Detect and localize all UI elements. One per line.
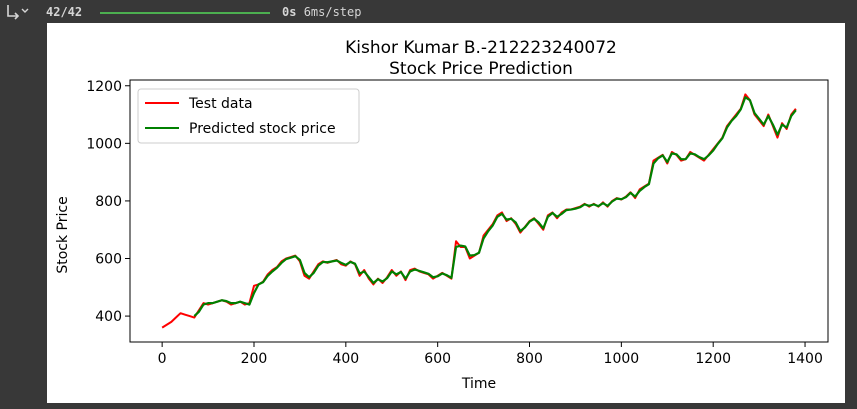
progress-time-per-step: 6ms/step: [303, 5, 362, 19]
chart-figure: Kishor Kumar B.-212223240072 Stock Price…: [47, 23, 845, 403]
y-tick-label: 400: [95, 309, 122, 325]
chart-subtitle: Stock Price Prediction: [389, 59, 573, 79]
progress-bar: [100, 12, 270, 14]
plot-frame: [129, 79, 829, 343]
y-tick-label: 1200: [86, 79, 122, 95]
chart-legend: Test data Predicted stock price: [137, 88, 360, 144]
x-tick-label: 800: [516, 351, 543, 367]
x-tick-label: 1400: [787, 351, 823, 367]
legend-label-test-data: Test data: [188, 96, 253, 112]
x-tick-label: 1200: [695, 351, 731, 367]
x-tick-label: 0: [158, 351, 167, 367]
legend-label-predicted: Predicted stock price: [189, 121, 336, 137]
output-toggle-icon[interactable]: [6, 2, 36, 22]
x-tick-label: 200: [241, 351, 268, 367]
progress-bar-fill: [100, 12, 270, 14]
y-tick-label: 800: [95, 194, 122, 210]
cell-output-bar: 42/42 0s 6ms/step: [0, 0, 857, 26]
progress-time-total: 0s: [282, 5, 297, 19]
x-tick-label: 400: [332, 351, 359, 367]
x-axis-label: Time: [461, 376, 496, 392]
x-tick-label: 600: [424, 351, 451, 367]
ticks-layer: 0 200 400 600 800 1000 1200 1400 400 600 800 1000 12…: [86, 79, 823, 367]
series-line-predicted: [193, 96, 797, 317]
progress-time: 0s 6ms/step: [282, 5, 361, 19]
legend-box: [137, 88, 360, 144]
chart-svg: Kishor Kumar B.-212223240072 Stock Price…: [55, 38, 829, 392]
x-tick-label: 1000: [604, 351, 640, 367]
y-axis-label: Stock Price: [55, 196, 71, 273]
y-tick-label: 600: [95, 252, 122, 268]
chart-title: Kishor Kumar B.-212223240072: [345, 38, 617, 58]
progress-count: 42/42: [46, 5, 83, 19]
y-tick-label: 1000: [86, 136, 122, 152]
series-layer: [161, 93, 797, 329]
